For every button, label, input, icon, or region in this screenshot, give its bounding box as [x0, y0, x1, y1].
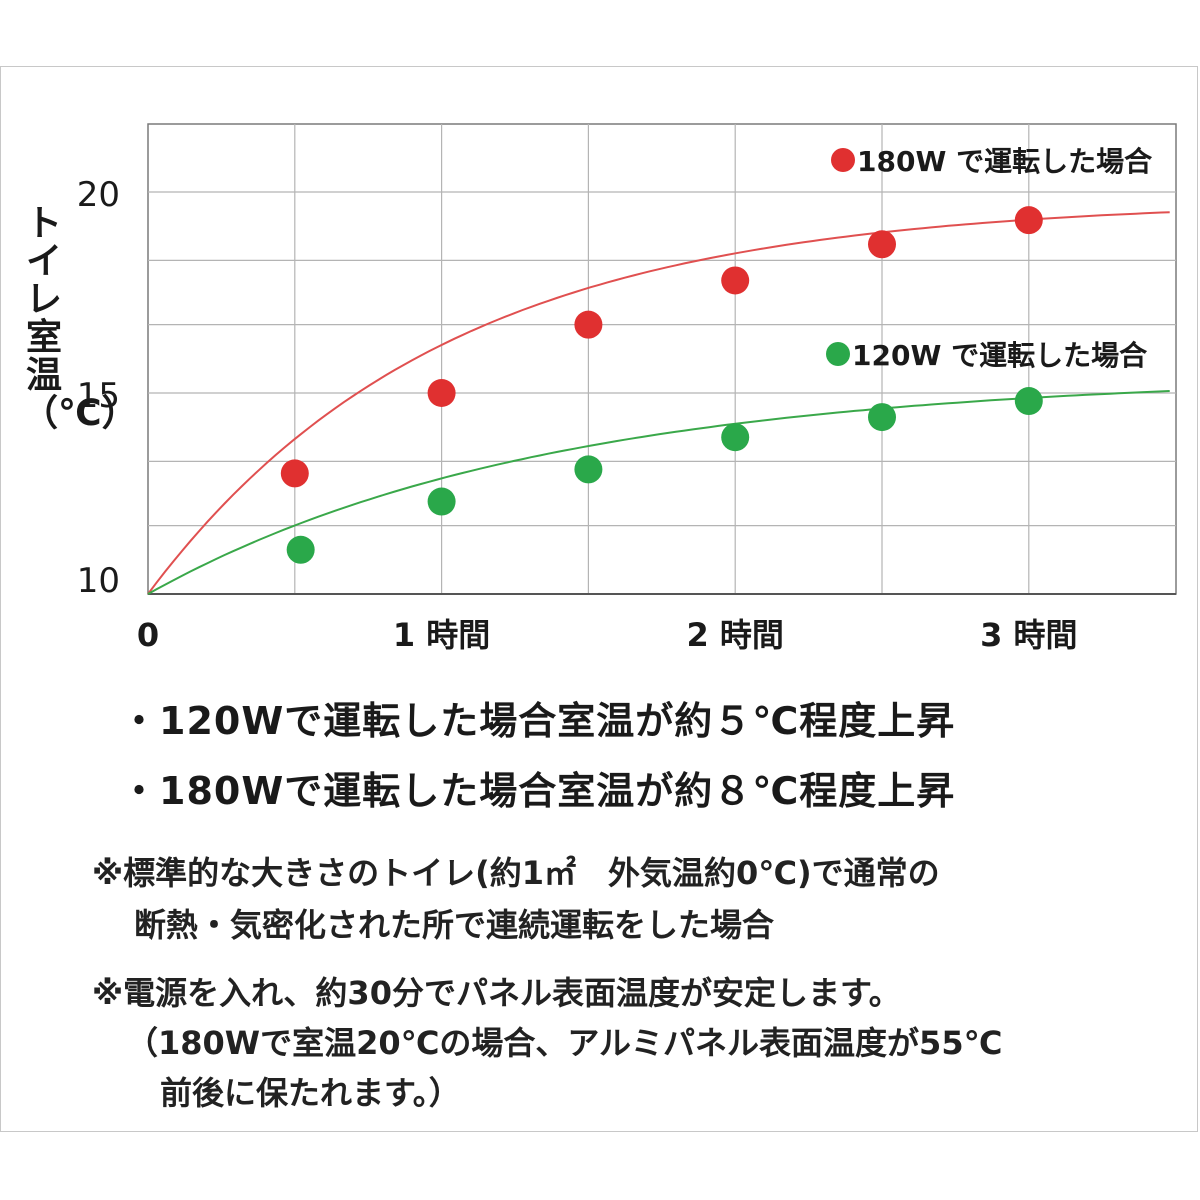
- y-axis-label: トイレ室温（℃）: [22, 203, 138, 434]
- note-condition-line1: ※標準的な大きさのトイレ(約1㎡ 外気温約0℃)で通常の: [92, 854, 940, 892]
- x-tick-label: 1 時間: [393, 616, 490, 654]
- data-point-0: [574, 310, 603, 339]
- x-tick-label: 3 時間: [980, 616, 1077, 654]
- x-tick-label: 2 時間: [686, 616, 783, 654]
- data-point-0: [1014, 206, 1043, 235]
- data-point-0: [721, 266, 750, 295]
- note-180w: ・180Wで運転した場合室温が約８℃程度上昇: [120, 769, 956, 813]
- legend-marker-0: [831, 148, 855, 172]
- legend-marker-1: [826, 342, 850, 366]
- legend-label-0: 180W で運転した場合: [857, 145, 1153, 178]
- data-point-0: [868, 230, 896, 259]
- y-tick-label: 15: [77, 376, 120, 416]
- data-point-1: [721, 423, 750, 452]
- figure-frame: [0, 66, 1198, 1132]
- data-point-1: [427, 487, 456, 516]
- note-panel-line1: ※電源を入れ、約30分でパネル表面温度が安定します。: [92, 974, 901, 1012]
- data-point-1: [286, 535, 315, 564]
- data-point-0: [427, 379, 456, 407]
- data-point-0: [280, 459, 309, 488]
- series-line-0: [147, 211, 1170, 595]
- series-line-1: [147, 390, 1170, 595]
- note-panel-line2: （180Wで室温20℃の場合、アルミパネル表面温度が55℃: [126, 1024, 1003, 1062]
- chart: 10 15 20 0 1 時間 2 時間 3 時間 180W で運転した場合 120W で運転し…: [77, 123, 1177, 654]
- note-120w: ・120Wで運転した場合室温が約５℃程度上昇: [120, 699, 956, 743]
- note-panel-line3: 前後に保たれます。）: [160, 1074, 461, 1112]
- data-point-1: [1014, 387, 1043, 416]
- note-condition-line2: 断熱・気密化された所で連続運転をした場合: [134, 906, 775, 944]
- data-point-1: [868, 403, 896, 432]
- y-tick-label: 10: [77, 561, 120, 601]
- data-point-1: [574, 455, 603, 484]
- legend-label-1: 120W で運転した場合: [852, 339, 1148, 372]
- x-tick-label: 0: [137, 616, 159, 654]
- y-tick-label: 20: [77, 175, 120, 215]
